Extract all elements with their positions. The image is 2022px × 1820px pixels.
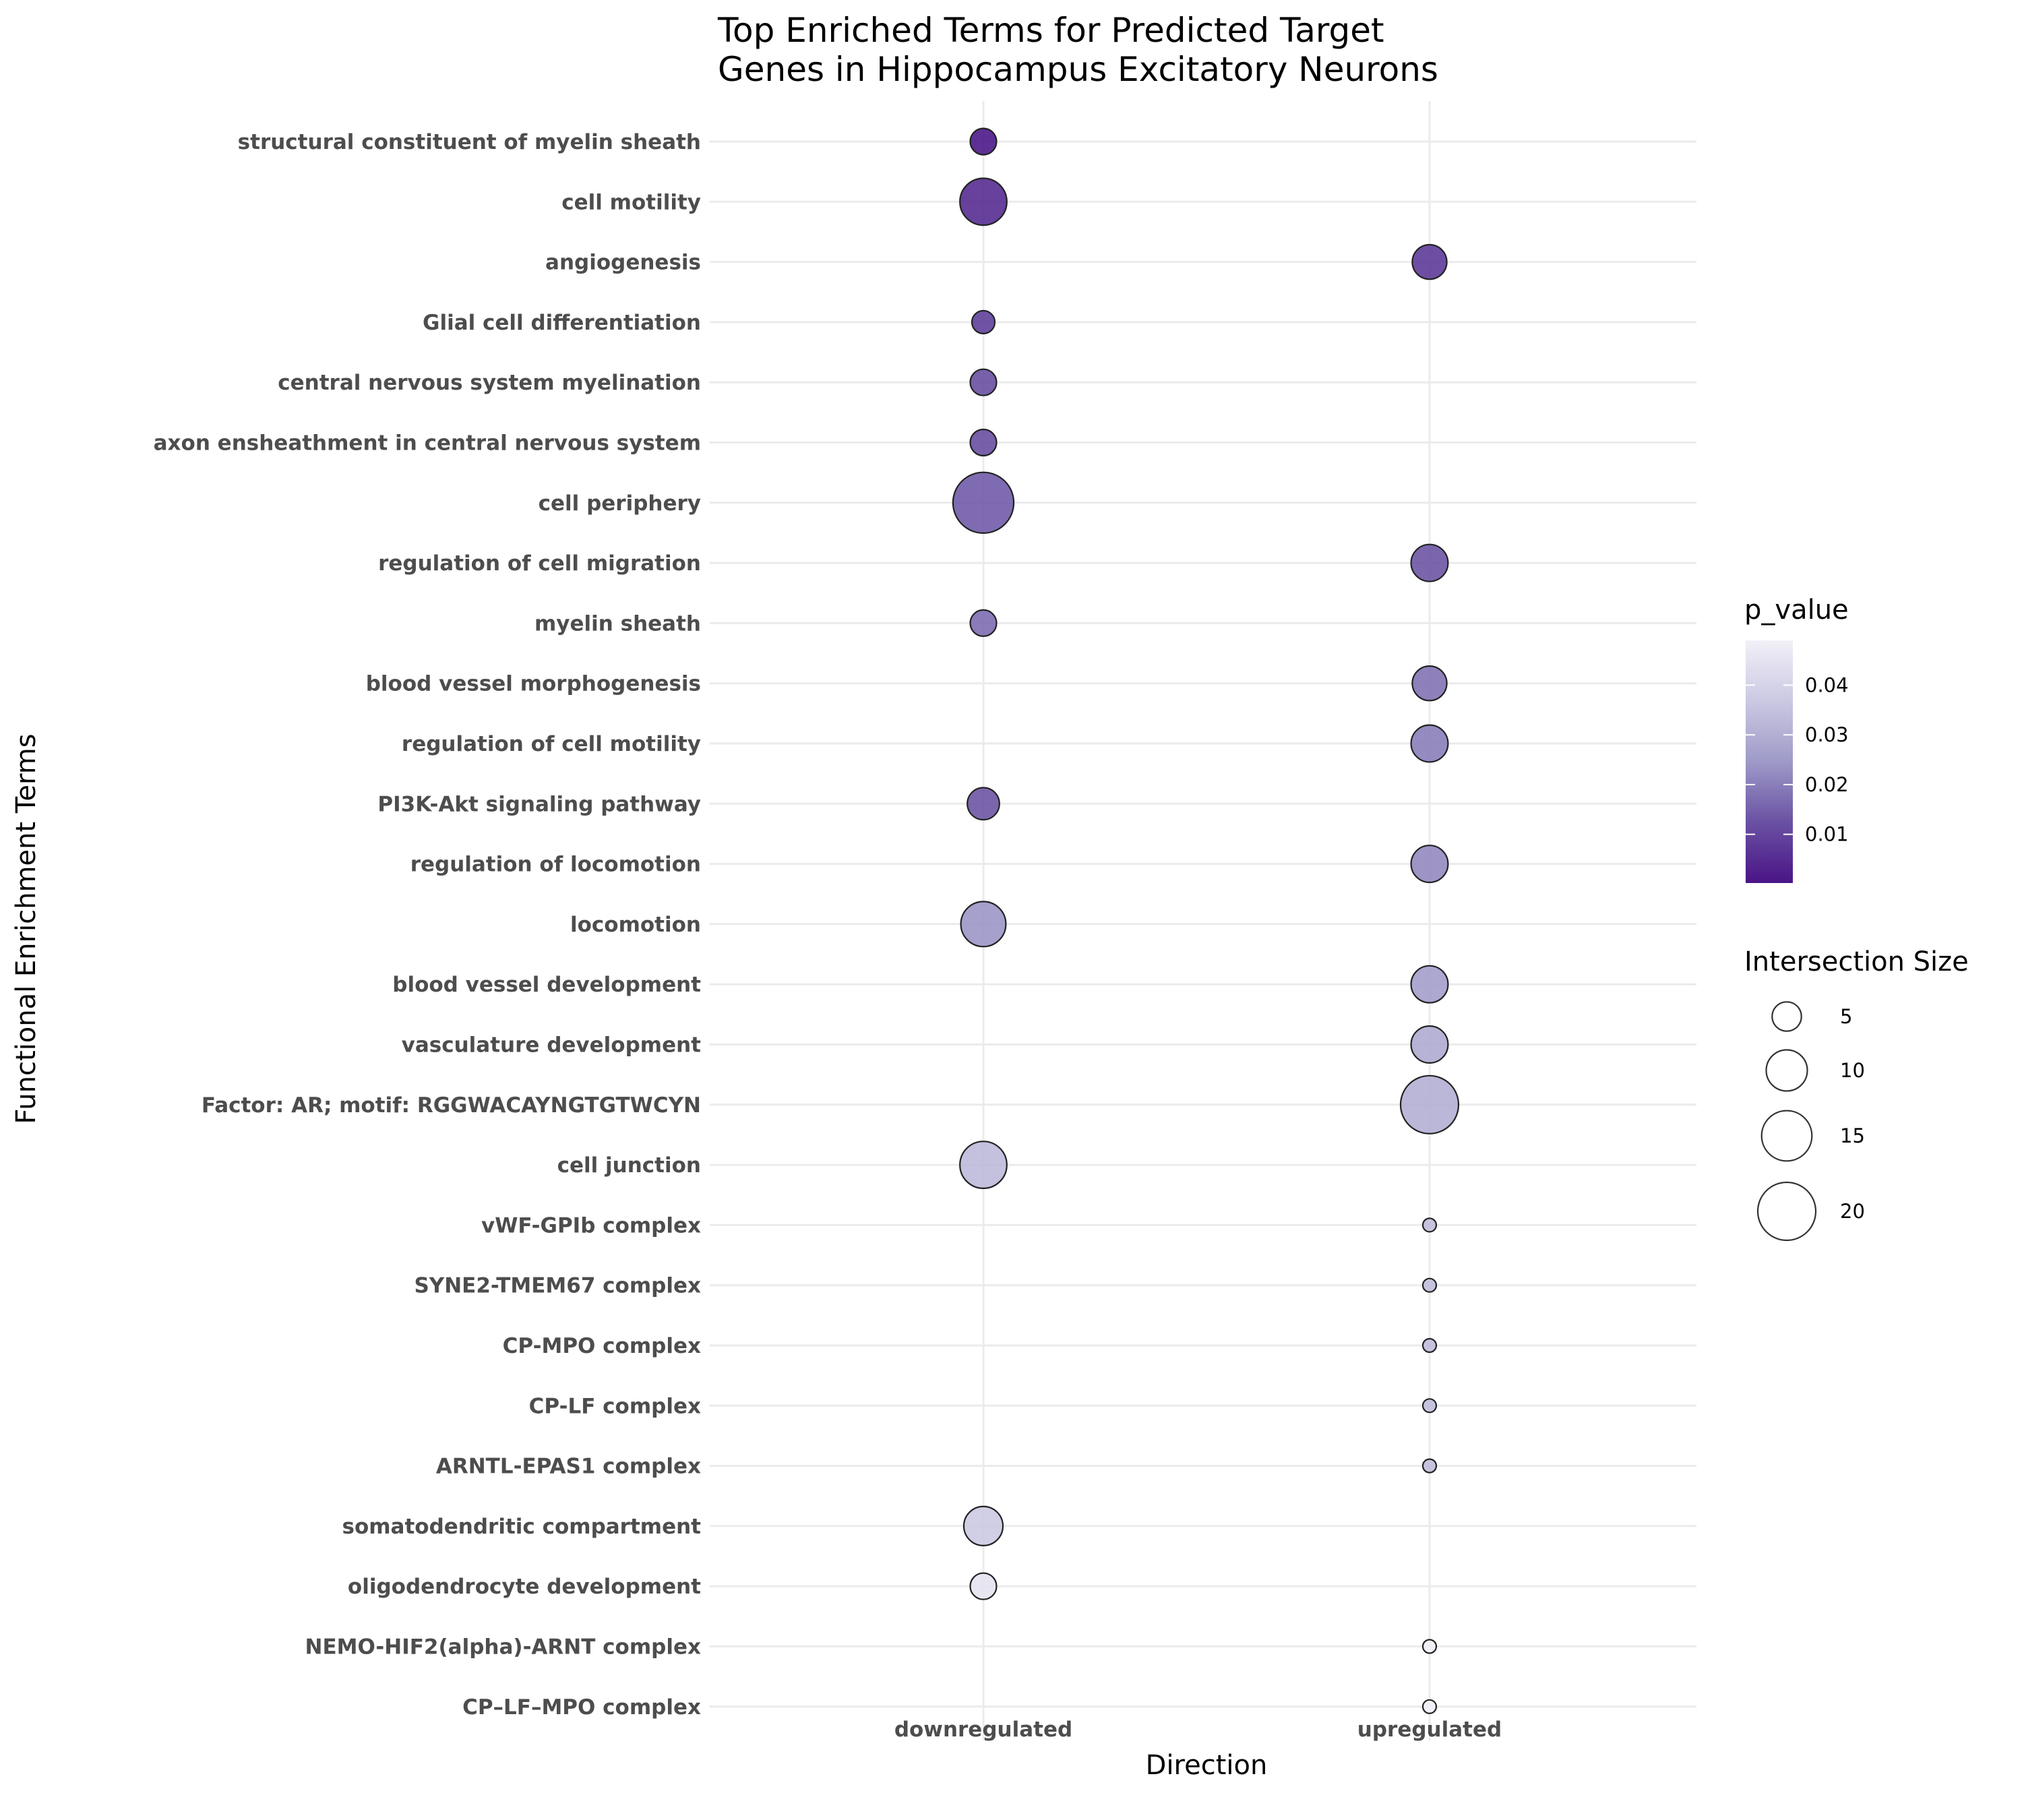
chart-title-line-2: Genes in Hippocampus Excitatory Neurons [718,50,1438,89]
data-point [1421,1337,1438,1354]
p-value-colorbar [1746,640,1793,883]
data-point [969,368,998,396]
chart-title: Top Enriched Terms for Predicted Target … [717,11,1438,89]
y-tick-label: central nervous system myelination [278,371,701,395]
y-tick-label: Glial cell differentiation [423,311,701,335]
y-tick-label: somatodendritic compartment [342,1515,702,1539]
y-tick-label: blood vessel development [392,973,701,997]
y-tick-label: regulation of locomotion [410,853,701,877]
x-axis-tick-labels: downregulated upregulated [894,1718,1502,1742]
y-tick-label: angiogenesis [545,251,701,275]
y-tick-label: PI3K-Akt signaling pathway [377,792,701,816]
data-point [1421,1277,1438,1293]
y-tick-label: cell motility [561,190,701,214]
p-value-colorbar-ticks: 0.01 0.02 0.03 0.04 [1746,673,1849,846]
y-tick-label: CP-MPO complex [503,1334,701,1358]
data-point [952,471,1015,535]
y-tick-label: vWF-GPIb complex [481,1213,701,1238]
data-point [962,1505,1004,1546]
y-axis-tick-labels: structural constituent of myelin sheath c… [154,130,702,1720]
y-tick-label: regulation of cell migration [378,551,701,576]
data-point [1411,243,1448,280]
data-point [1399,1074,1460,1134]
data-point [959,177,1008,226]
data-point [1410,965,1449,1004]
data-point [1411,665,1448,702]
y-tick-label: blood vessel morphogenesis [366,672,701,696]
intersection-size-legend-items: 5 10 15 20 [1756,1001,1865,1242]
data-point [1421,1458,1438,1474]
data-point [1421,1639,1438,1654]
data-point [969,1572,998,1600]
intersection-size-legend-title: Intersection Size [1744,946,1969,977]
x-tick-label: upregulated [1357,1718,1502,1742]
y-tick-label: myelin sheath [534,611,701,636]
y-tick-label: locomotion [570,913,701,937]
size-legend-circle [1771,1001,1802,1032]
data-point [1410,845,1449,884]
y-tick-label: Factor: AR; motif: RGGWACAYNGTGTWCYN [202,1093,701,1118]
colorbar-tick-label: 0.03 [1805,723,1849,746]
data-point [1410,543,1449,582]
y-tick-label: oligodendrocyte development [348,1575,701,1599]
data-point [1410,724,1449,763]
p-value-legend-title: p_value [1744,595,1849,626]
data-points [952,127,1460,1714]
x-tick-label: downregulated [894,1718,1072,1742]
data-point [969,609,998,638]
data-point [1421,1217,1438,1233]
y-tick-label: cell periphery [539,491,701,516]
size-legend-label: 5 [1840,1005,1852,1028]
data-point [969,127,998,156]
y-tick-label: ARNTL-EPAS1 complex [436,1455,701,1479]
data-point [969,428,998,457]
colorbar-tick-label: 0.04 [1805,673,1849,696]
size-legend-label: 15 [1840,1124,1865,1147]
data-point [1421,1699,1438,1714]
data-point [1421,1398,1438,1414]
y-tick-label: axon ensheathment in central nervous sys… [154,431,701,456]
data-point [959,1141,1008,1189]
data-point [1410,1025,1449,1064]
data-point [960,901,1007,948]
size-legend-circle [1765,1049,1808,1092]
colorbar-tick-label: 0.01 [1805,823,1849,846]
p-value-legend: p_value 0.01 0.02 0.03 0.04 [1744,595,1849,883]
data-point [967,787,1000,821]
y-tick-label: cell junction [557,1153,701,1178]
y-tick-label: NEMO-HIF2(alpha)-ARNT complex [305,1635,701,1660]
x-axis-title: Direction [1146,1750,1268,1781]
y-tick-label: structural constituent of myelin sheath [238,130,701,154]
grid-lines [710,101,1696,1740]
y-tick-label: regulation of cell motility [402,732,701,756]
y-tick-label: CP-LF complex [529,1394,701,1418]
y-tick-label: SYNE2-TMEM67 complex [414,1274,701,1298]
size-legend-label: 20 [1840,1200,1865,1223]
y-axis-title: Functional Enrichment Terms [11,733,42,1124]
intersection-size-legend: Intersection Size 5 10 15 20 [1744,946,1969,1242]
data-point [971,309,996,334]
size-legend-circle [1756,1181,1817,1242]
size-legend-label: 10 [1840,1059,1865,1082]
y-tick-label: vasculature development [402,1033,702,1058]
colorbar-tick-label: 0.02 [1805,773,1849,796]
chart-title-line-1: Top Enriched Terms for Predicted Target [717,11,1384,50]
size-legend-circle [1760,1110,1813,1162]
y-tick-label: CP–LF–MPO complex [462,1695,701,1720]
